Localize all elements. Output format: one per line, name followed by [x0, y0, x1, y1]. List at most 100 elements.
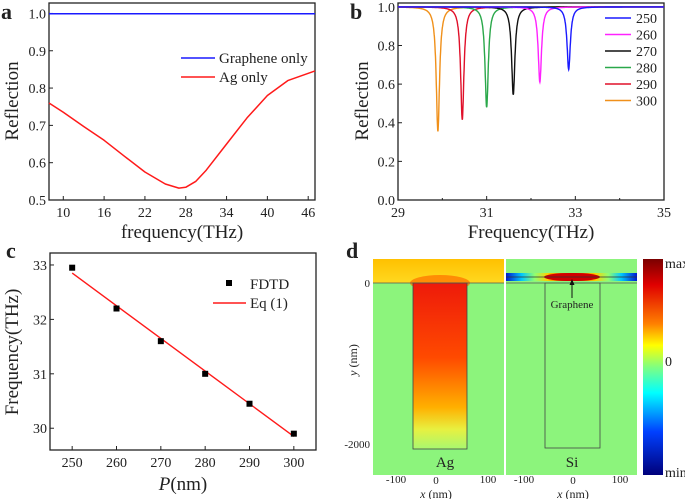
- legend-c-swatch-fdtd: [226, 280, 232, 286]
- d-ylabel-var: y: [346, 370, 360, 377]
- fdtd-point: [157, 338, 164, 345]
- chart-a: 10 16 22 28 34 40 46 0.5 0.6 0.7 0.8 0.9 1.0: [29, 2, 316, 221]
- chart-b-xlabel: Frequency(THz): [468, 222, 595, 243]
- chart-a-xtick-label: 28: [179, 206, 193, 221]
- fdtd-point: [113, 305, 120, 312]
- chart-b-ytick-label: 0.2: [378, 155, 396, 170]
- chart-c-ylabel: Frequency(THz): [2, 289, 23, 416]
- graphene-annotation: Graphene: [551, 299, 594, 311]
- chart-a-ytick-label: 0.8: [29, 82, 47, 97]
- chart-a-ytick-label: 0.7: [29, 119, 47, 134]
- chart-a-ytick-label: 0.9: [29, 45, 47, 60]
- d-xtick-si-neg100: -100: [514, 474, 535, 486]
- chart-c-xtick-label: 290: [239, 456, 260, 471]
- d-xlabel-unit: (nm): [563, 487, 589, 499]
- chart-c-ytick-label: 30: [33, 422, 47, 437]
- chart-c-xtick-label: 280: [195, 456, 216, 471]
- chart-c: 250 260 270 280 290 300 30 31 32 33: [33, 252, 317, 471]
- d-xtick-si-100: 100: [612, 474, 629, 486]
- legend-b-260: 260: [636, 29, 657, 44]
- series-290: [398, 6, 664, 120]
- d-xlabel-unit: (nm): [426, 487, 452, 499]
- panel-label-b: b: [350, 0, 362, 24]
- fdtd-point: [202, 370, 209, 377]
- chart-b-ylabel: Reflection: [352, 61, 373, 141]
- chart-c-ytick-label: 31: [33, 368, 47, 383]
- chart-c-ytick-label: 32: [33, 313, 47, 328]
- d-xlabel-si: x (nm): [556, 487, 589, 499]
- d-ylabel: y (nm): [346, 344, 360, 377]
- chart-a-ylabel: Reflection: [2, 61, 23, 141]
- chart-a-xtick-label: 10: [56, 206, 70, 221]
- legend-b-250: 250: [636, 12, 657, 27]
- chart-b-xtick-label: 29: [391, 206, 405, 221]
- chart-a-ytick-label: 0.6: [29, 157, 47, 172]
- d-xtick-ag-0: 0: [433, 475, 439, 487]
- chart-b-frame: [397, 2, 665, 201]
- chart-a-xtick-label: 40: [260, 206, 274, 221]
- panel-label-a: a: [1, 0, 12, 24]
- legend-a-ag: Ag only: [219, 70, 268, 86]
- chart-a-xtick-label: 16: [97, 206, 111, 221]
- d-ytick-2000: -2000: [344, 439, 370, 451]
- legend-b-270: 270: [636, 45, 657, 60]
- chart-a-ytick-label: 1.0: [29, 7, 47, 22]
- d-xtick-ag-neg100: -100: [386, 474, 407, 486]
- chart-c-frame: [49, 252, 317, 451]
- colorbar-min: min: [665, 466, 685, 481]
- chart-b-ytick-label: 0.8: [378, 39, 396, 54]
- legend-c-fdtd: FDTD: [250, 277, 289, 293]
- d-xtick-ag-100: 100: [480, 474, 497, 486]
- chart-b-xtick-label: 35: [657, 206, 671, 221]
- legend-b-300: 300: [636, 95, 657, 110]
- d-ytick-0: 0: [365, 278, 371, 290]
- colorbar-max: max: [665, 257, 685, 272]
- chart-a-xlabel: frequency(THz): [121, 222, 243, 243]
- chart-a-frame: [48, 2, 316, 201]
- d-ylabel-unit: (nm): [346, 344, 360, 370]
- field-map-ag-label: Ag: [436, 455, 455, 471]
- legend-a-graphene: Graphene only: [219, 51, 308, 67]
- field-map-ag: Ag: [373, 259, 504, 475]
- chart-b-ytick-label: 0.0: [378, 194, 396, 209]
- series-300: [398, 6, 664, 132]
- series-280: [398, 6, 664, 108]
- d-xlabel-ag: x (nm): [419, 487, 452, 499]
- chart-c-xtick-label: 250: [62, 456, 83, 471]
- colorbar-mid: 0: [665, 355, 672, 370]
- chart-a-xtick-label: 34: [220, 206, 234, 221]
- series-eq-1-line: [71, 272, 295, 437]
- fdtd-point: [290, 430, 297, 437]
- chart-b-ytick-label: 1.0: [378, 1, 396, 16]
- chart-c-xtick-label: 270: [150, 456, 171, 471]
- panel-label-d: d: [346, 238, 358, 263]
- series-250: [398, 6, 664, 73]
- chart-c-xtick-label: 260: [106, 456, 127, 471]
- chart-c-xtick-label: 300: [283, 456, 304, 471]
- colorbar: [643, 259, 663, 475]
- chart-b-ytick-label: 0.6: [378, 78, 396, 93]
- chart-a-xtick-label: 22: [138, 206, 152, 221]
- series-ag-only: [48, 70, 316, 189]
- fdtd-point: [69, 264, 76, 271]
- d-xlabel-var: x: [419, 487, 426, 499]
- legend-b-280: 280: [636, 62, 657, 77]
- field-map-si: Graphene Si: [506, 259, 637, 475]
- chart-a-xtick-label: 46: [301, 206, 315, 221]
- legend-c-eq: Eq (1): [250, 296, 288, 312]
- chart-c-xlabel-unit: (nm): [170, 474, 207, 495]
- chart-c-xlabel-var: P: [158, 474, 171, 495]
- fdtd-point: [246, 400, 253, 407]
- chart-b: 29 31 33 35 0.0 0.2 0.4 0.6 0.8 1.0: [378, 1, 672, 221]
- d-xtick-si-0: 0: [570, 475, 576, 487]
- d-xlabel-var: x: [556, 487, 563, 499]
- chart-b-xtick-label: 33: [568, 206, 582, 221]
- graphene-arrowhead-icon: [569, 279, 575, 285]
- chart-b-ytick-label: 0.4: [378, 117, 396, 132]
- chart-b-xtick-label: 31: [480, 206, 494, 221]
- field-map-si-label: Si: [566, 455, 579, 471]
- legend-b-290: 290: [636, 78, 657, 93]
- chart-a-ytick-label: 0.5: [29, 194, 47, 209]
